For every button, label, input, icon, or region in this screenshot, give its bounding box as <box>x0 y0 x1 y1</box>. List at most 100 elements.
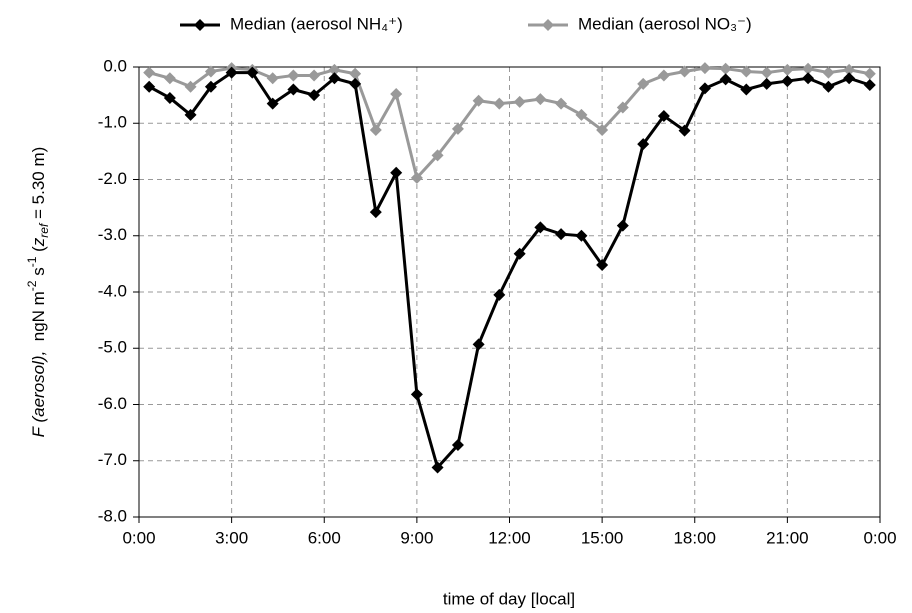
x-tick-label: 12:00 <box>488 528 531 547</box>
y-tick-label: -8.0 <box>98 506 127 525</box>
plot-frame <box>138 66 881 518</box>
y-axis-label: F (aerosol), ngN m-2 s-1 (zref = 5.30 m) <box>25 147 51 438</box>
data-point <box>822 80 835 93</box>
data-point <box>369 206 382 219</box>
data-point <box>678 65 691 78</box>
y-axis-label-part: ( <box>29 246 48 257</box>
data-point <box>328 72 341 85</box>
data-point <box>616 219 629 232</box>
data-point <box>328 63 341 76</box>
data-point <box>596 124 609 136</box>
data-point <box>657 109 670 122</box>
data-point <box>637 138 650 151</box>
y-axis-label-part: = 5.30 m) <box>29 147 48 224</box>
y-tick-label: -7.0 <box>98 450 127 469</box>
data-point <box>431 461 444 474</box>
data-point <box>287 83 300 96</box>
data-point <box>390 88 403 100</box>
data-point <box>143 80 156 93</box>
data-point <box>843 72 856 85</box>
data-point <box>575 108 588 121</box>
data-point <box>575 229 588 242</box>
y-axis-label-part: -2 <box>25 280 39 291</box>
data-point <box>555 97 568 110</box>
data-point <box>760 66 773 79</box>
data-point <box>349 77 362 90</box>
data-point <box>308 89 321 102</box>
data-point <box>410 171 423 184</box>
data-point <box>719 73 732 86</box>
y-axis-label-part: z <box>29 237 48 247</box>
legend-label: Median (aerosol NH₄⁺) <box>230 14 403 33</box>
data-point <box>472 338 485 351</box>
data-point <box>410 388 423 401</box>
y-tick-label: -1.0 <box>98 113 127 132</box>
data-point <box>204 80 217 93</box>
data-point <box>616 101 629 114</box>
data-point <box>781 75 794 88</box>
data-point <box>740 83 753 96</box>
data-point <box>390 166 403 179</box>
data-point <box>451 439 464 451</box>
data-point <box>534 93 547 106</box>
x-tick-label: 21:00 <box>766 528 809 547</box>
data-point <box>698 82 711 95</box>
data-point <box>657 69 670 82</box>
data-point <box>863 79 876 91</box>
data-point <box>822 66 835 79</box>
legend-marker <box>542 19 554 31</box>
data-point <box>493 97 506 110</box>
data-point <box>719 62 732 75</box>
x-axis-label: time of day [local] <box>443 589 575 608</box>
data-point <box>369 124 382 136</box>
data-point <box>596 259 609 271</box>
data-point <box>266 97 279 110</box>
data-point <box>308 69 321 82</box>
data-point <box>513 247 526 260</box>
y-tick-label: -5.0 <box>98 338 127 357</box>
data-point <box>431 149 444 162</box>
x-tick-label: 9:00 <box>400 528 433 547</box>
x-tick-label: 0:00 <box>122 528 155 547</box>
data-point <box>163 72 176 85</box>
y-axis-label-part: ref <box>37 222 51 238</box>
legend-marker <box>194 19 206 31</box>
y-axis-label-part: s <box>29 267 48 280</box>
y-tick-label: -3.0 <box>98 225 127 244</box>
data-point <box>451 122 464 135</box>
y-tick-label: -6.0 <box>98 394 127 413</box>
data-point <box>204 65 217 78</box>
data-point <box>802 72 815 85</box>
data-point <box>184 80 197 93</box>
y-tick-label: 0.0 <box>103 56 127 75</box>
y-axis-label-part: -1 <box>25 256 39 267</box>
y-tick-label: -2.0 <box>98 169 127 188</box>
data-point <box>349 67 362 80</box>
data-point <box>555 228 568 241</box>
data-point <box>534 221 547 234</box>
data-point <box>266 72 279 85</box>
data-point <box>513 95 526 108</box>
legend-label: Median (aerosol NO₃⁻) <box>578 14 752 33</box>
data-point <box>802 62 815 75</box>
y-axis-label-part: ngN m <box>29 291 48 351</box>
data-point <box>472 94 485 107</box>
data-point <box>740 65 753 78</box>
data-point <box>287 69 300 82</box>
data-point <box>184 108 197 121</box>
data-point <box>760 77 773 90</box>
x-tick-label: 18:00 <box>673 528 716 547</box>
y-axis-label-part: F (aerosol), <box>29 351 48 438</box>
data-point <box>843 63 856 76</box>
y-tick-label: -4.0 <box>98 281 127 300</box>
data-point <box>781 63 794 76</box>
data-point <box>246 66 259 79</box>
data-point <box>225 66 238 79</box>
data-point <box>863 67 876 80</box>
data-point <box>163 91 176 104</box>
data-point <box>493 288 506 301</box>
x-tick-label: 0:00 <box>863 528 896 547</box>
data-point <box>698 62 711 75</box>
x-tick-label: 3:00 <box>215 528 248 547</box>
